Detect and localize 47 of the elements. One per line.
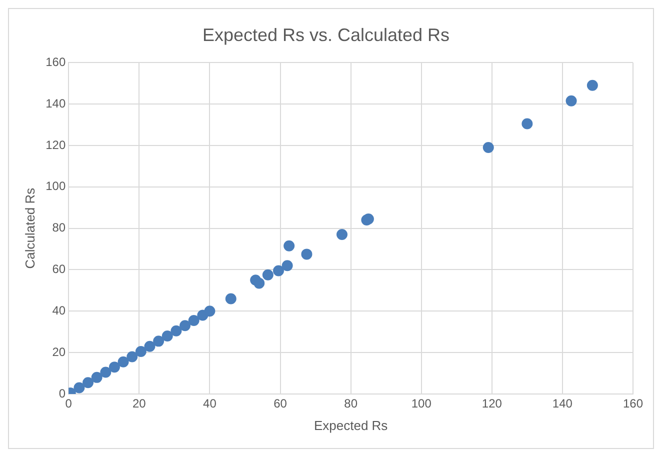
point	[170, 325, 182, 336]
point	[282, 260, 293, 272]
point	[566, 95, 577, 106]
y-tick-label: 60	[52, 262, 66, 276]
point	[273, 265, 284, 276]
point	[135, 346, 146, 358]
point	[74, 382, 85, 394]
point	[188, 314, 200, 326]
point	[284, 240, 295, 252]
point	[336, 229, 348, 240]
x-tick-label: 40	[203, 396, 217, 411]
point	[301, 248, 312, 260]
point	[126, 351, 138, 362]
point	[522, 118, 533, 130]
point	[108, 362, 120, 373]
y-tick-label: 160	[46, 54, 66, 69]
point	[100, 366, 112, 378]
x-axis-title: Expected Rs	[314, 418, 388, 433]
point	[144, 340, 156, 352]
point	[153, 336, 164, 347]
x-tick-label: 20	[132, 396, 146, 411]
point	[482, 142, 494, 154]
x-tick-label: 80	[344, 396, 358, 411]
x-tick-label: 120	[482, 396, 502, 411]
point	[204, 306, 216, 317]
point	[225, 293, 236, 304]
x-tick-label: 140	[552, 396, 573, 411]
y-tick-label: 0	[58, 386, 66, 400]
chart-title: Expected Rs vs. Calculated Rs	[202, 24, 450, 45]
point	[82, 377, 94, 388]
point	[180, 320, 191, 332]
x-tick-label: 60	[274, 396, 288, 411]
point	[162, 330, 173, 342]
point	[254, 278, 265, 289]
y-tick-label: 100	[46, 179, 66, 194]
y-tick-label: 140	[46, 96, 66, 110]
point	[262, 269, 274, 280]
x-tick-label: 100	[411, 396, 432, 411]
point	[91, 372, 102, 383]
y-tick-label: 40	[52, 303, 66, 318]
y-tick-label: 120	[46, 138, 66, 152]
y-tick-label: 20	[52, 344, 66, 359]
point	[118, 356, 129, 368]
x-tick-label: 160	[622, 396, 644, 411]
y-tick-label: 80	[52, 220, 66, 235]
y-axis-title: Calculated Rs	[22, 187, 38, 269]
point	[586, 80, 598, 91]
